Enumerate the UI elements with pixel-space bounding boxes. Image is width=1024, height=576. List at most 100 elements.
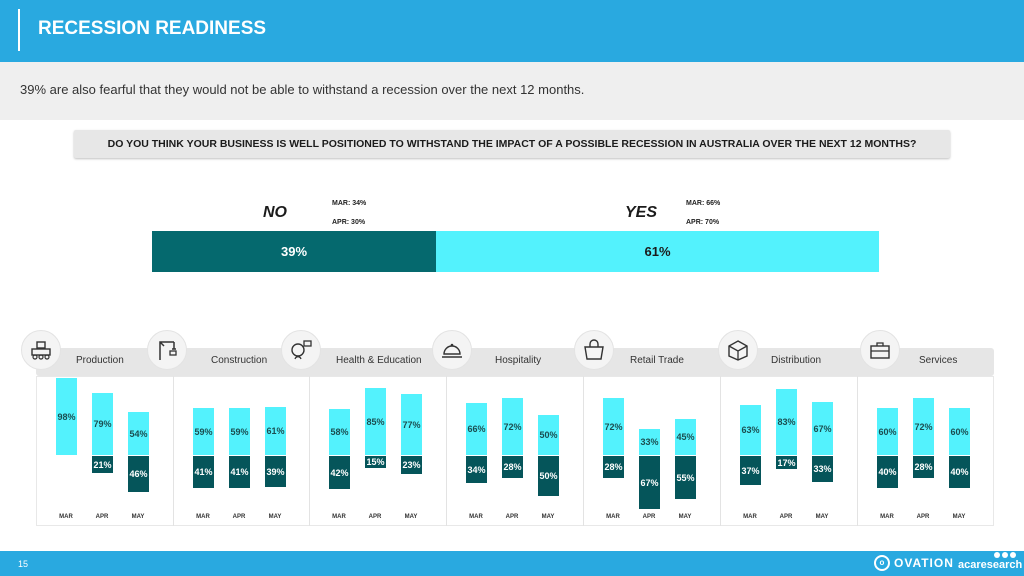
summary-bar: 39% 61% — [152, 231, 879, 272]
month-label: MAR — [332, 514, 346, 520]
bar-no: 39% — [265, 456, 286, 487]
bar-no-label: 28% — [604, 462, 623, 472]
month-label: MAY — [952, 514, 966, 520]
bar-no: 50% — [538, 456, 559, 496]
bar-no-label: 37% — [741, 465, 760, 476]
month-label: APR — [232, 514, 246, 520]
month-label: MAY — [404, 514, 418, 520]
yes-apr-note: APR: 70% — [686, 219, 720, 226]
bar-no: 33% — [812, 456, 833, 482]
bar-yes-label: 72% — [503, 421, 522, 432]
bar-yes-label: 85% — [366, 416, 385, 427]
ovation-mark-icon: o — [874, 555, 890, 571]
header-bar: RECESSION READINESS — [0, 0, 1024, 62]
sector-label: Services — [919, 355, 958, 366]
sector-separator — [583, 376, 584, 526]
sector-separator — [720, 376, 721, 526]
bar-yes: 45% — [675, 419, 696, 455]
construction-crane-icon — [147, 330, 187, 370]
bar-yes-label: 61% — [266, 426, 285, 436]
sector-label: Health & Education — [336, 355, 422, 366]
hospitality-cloche-icon — [432, 330, 472, 370]
month-label: MAY — [815, 514, 829, 520]
production-robot-icon — [21, 330, 61, 370]
month-label: MAY — [678, 514, 692, 520]
sector-label: Retail Trade — [630, 355, 684, 366]
bar-yes: 50% — [538, 415, 559, 455]
month-label: MAR — [469, 514, 483, 520]
month-label: APR — [368, 514, 382, 520]
bar-yes: 59% — [193, 408, 214, 455]
sector-separator — [857, 376, 858, 526]
bar-no-label: 34% — [467, 464, 486, 475]
bar-no: 28% — [603, 456, 624, 478]
yes-label: YES — [625, 204, 658, 221]
bar-no: 41% — [229, 456, 250, 488]
bar-no: 40% — [949, 456, 970, 488]
bar-yes: 85% — [365, 388, 386, 455]
bar-no-label: 33% — [813, 464, 832, 474]
sector-label: Hospitality — [495, 355, 542, 366]
bar-yes-label: 83% — [777, 417, 796, 427]
month-label: MAR — [196, 514, 210, 520]
month-label: MAR — [606, 514, 620, 520]
bar-yes-label: 59% — [230, 426, 249, 437]
summary-yes-value: 61% — [644, 244, 671, 259]
sector-header-band — [36, 348, 994, 376]
bar-yes: 54% — [128, 412, 149, 455]
bar-no-label: 55% — [676, 472, 695, 483]
bar-no: 46% — [128, 456, 149, 492]
bar-no: 55% — [675, 456, 696, 499]
yes-mar-note: MAR: 66% — [686, 200, 721, 207]
month-label: MAY — [131, 514, 145, 520]
bar-yes-label: 59% — [194, 426, 213, 437]
bar-no-label: 41% — [230, 467, 249, 477]
bar-yes: 33% — [639, 429, 660, 455]
bar-yes: 79% — [92, 393, 113, 455]
bar-yes: 67% — [812, 402, 833, 455]
bar-yes: 77% — [401, 394, 422, 455]
bar-no-label: 15% — [366, 457, 385, 467]
bar-yes: 72% — [913, 398, 934, 455]
ovation-logo: o OVATION — [874, 555, 954, 571]
sector-separator — [309, 376, 310, 526]
bar-yes-label: 60% — [878, 426, 897, 437]
bar-no: 23% — [401, 456, 422, 474]
page-number: 15 — [18, 559, 29, 569]
bar-yes: 83% — [776, 389, 797, 455]
summary-no-segment: 39% — [152, 231, 436, 272]
bar-yes-label: 67% — [813, 423, 832, 434]
health-education-icon — [281, 330, 321, 370]
no-apr-note: APR: 30% — [332, 219, 366, 226]
bar-no: 41% — [193, 456, 214, 488]
sector-separator — [446, 376, 447, 526]
bar-yes-label: 98% — [57, 411, 76, 422]
sector-label: Distribution — [771, 355, 822, 366]
sector-separator — [173, 376, 174, 526]
bar-no-label: 46% — [129, 469, 148, 479]
sector-chart-area — [36, 376, 994, 526]
bar-no-label: 67% — [640, 477, 659, 488]
month-label: APR — [642, 514, 656, 520]
month-label: MAY — [268, 514, 282, 520]
summary-yes-segment: 61% — [436, 231, 879, 272]
bar-no-label: 39% — [266, 466, 285, 477]
bar-no-label: 23% — [402, 460, 421, 470]
bar-yes: 63% — [740, 405, 761, 455]
summary-no-value: 39% — [280, 244, 308, 259]
retail-shop-icon — [574, 330, 614, 370]
bar-yes-label: 72% — [914, 421, 933, 432]
bar-yes-label: 79% — [93, 419, 112, 429]
bar-no: 21% — [92, 456, 113, 473]
month-label: APR — [505, 514, 519, 520]
sector-label: Production — [76, 355, 124, 366]
subtitle-band: 39% are also fearful that they would not… — [0, 62, 1024, 120]
question-box: DO YOU THINK YOUR BUSINESS IS WELL POSIT… — [74, 130, 950, 158]
aca-logo-text: acaresearch — [958, 559, 1023, 571]
bar-yes-label: 60% — [950, 426, 969, 437]
bar-no-label: 40% — [878, 467, 897, 477]
month-label: MAR — [743, 514, 757, 520]
subtitle-text: 39% are also fearful that they would not… — [20, 82, 585, 97]
bar-no-label: 28% — [503, 462, 522, 472]
header-accent-line — [18, 9, 20, 51]
